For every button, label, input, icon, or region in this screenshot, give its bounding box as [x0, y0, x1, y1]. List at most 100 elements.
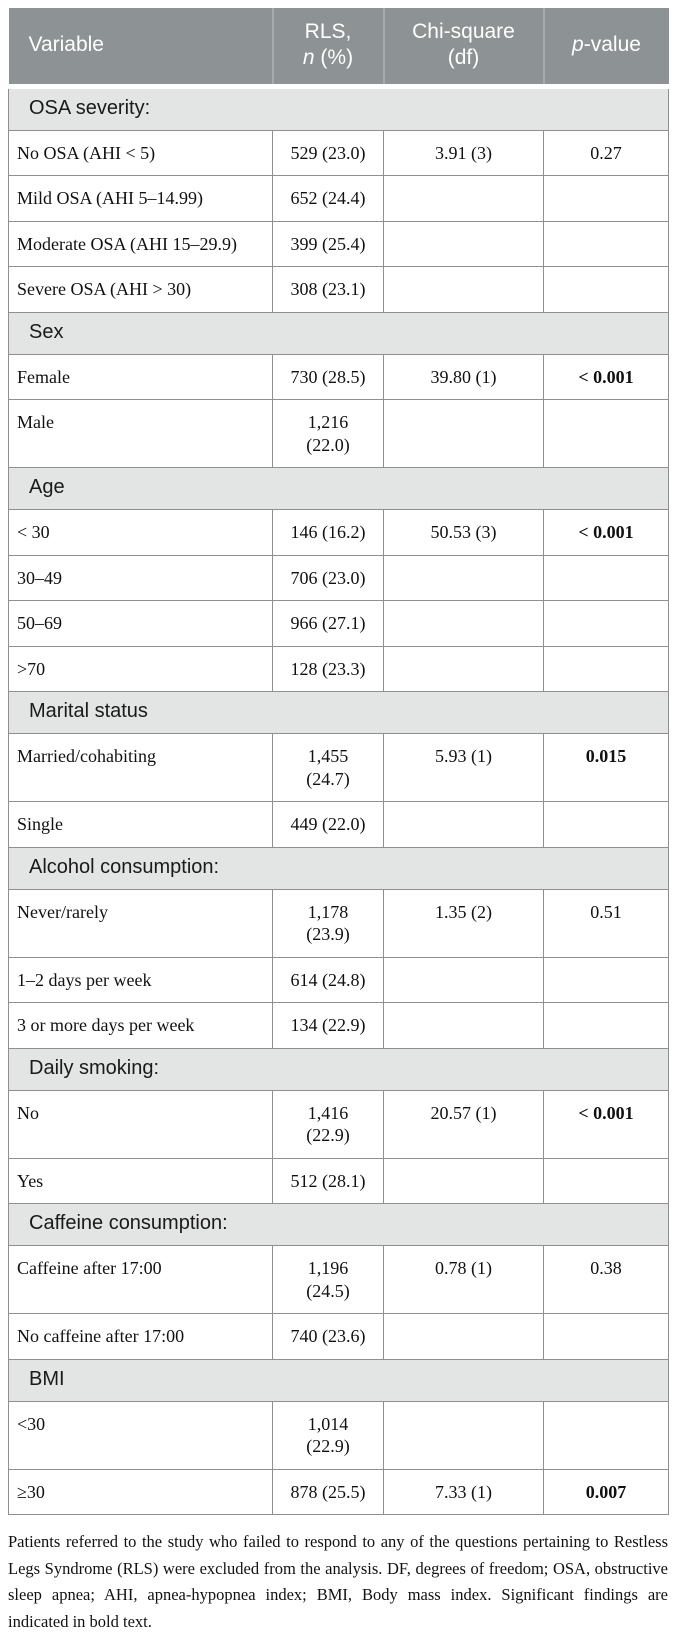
cell-rls: 146 (16.2)	[272, 509, 384, 556]
cell-variable: < 30	[8, 509, 273, 556]
statistics-table: Variable RLS, n (%) Chi-square (df) p-va…	[8, 8, 669, 1515]
table-row: 50–69 966 (27.1)	[8, 600, 669, 647]
cell-chi-square: 0.78 (1)	[383, 1245, 544, 1314]
cell-p-value	[543, 1313, 669, 1360]
cell-p-value: < 0.001	[543, 509, 669, 556]
cell-p-value: 0.38	[543, 1245, 669, 1314]
cell-variable: Female	[8, 353, 273, 400]
cell-chi-square	[383, 1313, 544, 1360]
cell-p-value: 0.27	[543, 129, 669, 176]
cell-variable: Moderate OSA (AHI 15–29.9)	[8, 220, 273, 267]
cell-variable: 30–49	[8, 554, 273, 601]
cell-variable: 3 or more days per week	[8, 1002, 273, 1049]
header-chi-line2: (df)	[447, 46, 480, 70]
header-row: Variable RLS, n (%) Chi-square (df) p-va…	[8, 8, 669, 89]
cell-variable: 50–69	[8, 600, 273, 647]
table-row: <30 1,014 (22.9)	[8, 1400, 669, 1470]
cell-variable: Yes	[8, 1157, 273, 1204]
section-title: Marital status	[8, 691, 669, 734]
table-row: Never/rarely 1,178 (23.9) 1.35 (2) 0.51	[8, 888, 669, 958]
cell-variable: <30	[8, 1400, 273, 1470]
table-footnote: Patients referred to the study who faile…	[8, 1532, 668, 1632]
column-header-chi-square: Chi-square (df)	[382, 8, 544, 89]
cell-chi-square: 20.57 (1)	[383, 1089, 544, 1159]
table-row: No 1,416 (22.9) 20.57 (1) < 0.001	[8, 1089, 669, 1159]
cell-chi-square	[383, 956, 544, 1003]
section-row: Sex	[8, 311, 669, 355]
section-row: Age	[8, 467, 669, 510]
cell-variable: Single	[8, 801, 273, 848]
cell-variable: No caffeine after 17:00	[8, 1313, 273, 1360]
cell-variable: Male	[8, 399, 273, 468]
cell-p-value	[543, 399, 669, 468]
cell-chi-square	[383, 220, 544, 267]
table-row: No caffeine after 17:00 740 (23.6)	[8, 1313, 669, 1360]
cell-variable: Never/rarely	[8, 888, 273, 958]
header-p-rest: -value	[583, 33, 641, 57]
column-header-rls: RLS, n (%)	[271, 8, 384, 89]
table-row: Moderate OSA (AHI 15–29.9) 399 (25.4)	[8, 220, 669, 267]
table-row: Married/cohabiting 1,455 (24.7) 5.93 (1) 0.…	[8, 733, 669, 802]
table-row: Single 449 (22.0)	[8, 801, 669, 848]
section-title: Age	[8, 467, 669, 510]
cell-rls: 449 (22.0)	[272, 801, 384, 848]
cell-p-value	[543, 1400, 669, 1470]
cell-variable: ≥30	[8, 1468, 273, 1515]
cell-p-value	[543, 220, 669, 267]
table-row: Male 1,216 (22.0)	[8, 399, 669, 468]
table-row: No OSA (AHI < 5) 529 (23.0) 3.91 (3) 0.27	[8, 129, 669, 176]
cell-p-value: < 0.001	[543, 353, 669, 400]
cell-variable: No	[8, 1089, 273, 1159]
cell-chi-square	[383, 1400, 544, 1470]
column-header-variable: Variable	[8, 8, 273, 89]
table-row: Mild OSA (AHI 5–14.99) 652 (24.4)	[8, 175, 669, 222]
cell-chi-square: 50.53 (3)	[383, 509, 544, 556]
header-variable-label: Variable	[28, 33, 105, 57]
cell-variable: Severe OSA (AHI > 30)	[8, 266, 273, 313]
section-title: OSA severity:	[8, 85, 669, 131]
cell-rls: 134 (22.9)	[272, 1002, 384, 1049]
table-row: Severe OSA (AHI > 30) 308 (23.1)	[8, 266, 669, 313]
header-rls-line1: RLS,	[304, 20, 352, 43]
cell-chi-square: 3.91 (3)	[383, 129, 544, 176]
cell-rls: 878 (25.5)	[272, 1468, 384, 1515]
cell-variable: 1–2 days per week	[8, 956, 273, 1003]
table-header: Variable RLS, n (%) Chi-square (df) p-va…	[8, 8, 669, 89]
cell-rls: 399 (25.4)	[272, 220, 384, 267]
header-rls-n-italic: n	[302, 46, 315, 70]
cell-p-value	[543, 1157, 669, 1204]
cell-rls: 966 (27.1)	[272, 600, 384, 647]
cell-p-value: 0.51	[543, 888, 669, 958]
cell-rls: 128 (23.3)	[272, 645, 384, 692]
table-row: 30–49 706 (23.0)	[8, 554, 669, 601]
section-row: Caffeine consumption:	[8, 1203, 669, 1246]
table-row: >70 128 (23.3)	[8, 645, 669, 692]
cell-chi-square: 39.80 (1)	[383, 353, 544, 400]
header-rls-line2-rest: (%)	[314, 46, 354, 70]
cell-p-value: 0.007	[543, 1468, 669, 1515]
cell-rls: 1,014 (22.9)	[272, 1400, 384, 1470]
cell-variable: Caffeine after 17:00	[8, 1245, 273, 1314]
cell-chi-square	[383, 801, 544, 848]
section-row: Alcohol consumption:	[8, 846, 669, 890]
section-title: Daily smoking:	[8, 1047, 669, 1091]
cell-p-value	[543, 801, 669, 848]
column-header-p-value: p-value	[542, 8, 669, 89]
table-body: OSA severity: No OSA (AHI < 5) 529 (23.0) 3…	[8, 85, 669, 1515]
header-chi-line1: Chi-square	[412, 20, 515, 43]
cell-rls: 529 (23.0)	[272, 129, 384, 176]
table-row: Female 730 (28.5) 39.80 (1) < 0.001	[8, 353, 669, 400]
cell-p-value	[543, 645, 669, 692]
cell-rls: 740 (23.6)	[272, 1313, 384, 1360]
cell-rls: 614 (24.8)	[272, 956, 384, 1003]
section-row: Marital status	[8, 691, 669, 734]
cell-chi-square	[383, 645, 544, 692]
header-p-italic: p	[572, 33, 584, 57]
cell-chi-square: 1.35 (2)	[383, 888, 544, 958]
cell-chi-square	[383, 175, 544, 222]
cell-variable: >70	[8, 645, 273, 692]
cell-variable: No OSA (AHI < 5)	[8, 129, 273, 176]
section-row: OSA severity:	[8, 85, 669, 131]
cell-chi-square: 7.33 (1)	[383, 1468, 544, 1515]
cell-rls: 512 (28.1)	[272, 1157, 384, 1204]
